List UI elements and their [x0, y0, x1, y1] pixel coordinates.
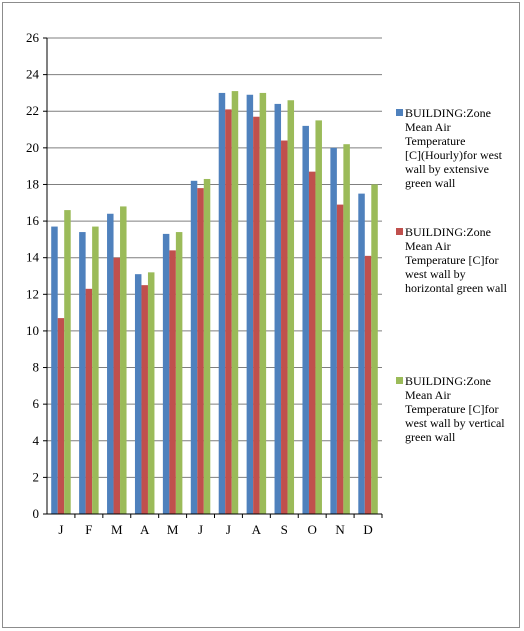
bar-series-1: [302, 125, 309, 514]
x-tick-label: A: [140, 522, 150, 537]
y-tick-label: 2: [33, 469, 40, 484]
bar-series-3: [175, 232, 183, 515]
bar-series-2: [308, 171, 316, 514]
bar-series-3: [203, 178, 211, 514]
legend-swatch: [396, 377, 403, 384]
legend-label-line: [C](Hourly)for west: [405, 148, 503, 162]
bar-series-2: [141, 285, 148, 514]
y-tick-label: 20: [26, 140, 39, 155]
bar-series-3: [231, 91, 239, 514]
bar-series-1: [274, 103, 282, 515]
legend-label-line: west wall by: [405, 267, 466, 281]
y-tick-label: 0: [33, 506, 40, 521]
bar-series-2: [57, 318, 65, 514]
x-tick-label: J: [58, 522, 63, 537]
x-tick-label: M: [167, 522, 179, 537]
bar-series-3: [120, 206, 127, 514]
legend-label-line: west wall by vertical: [405, 416, 505, 430]
bar-series-3: [259, 92, 267, 514]
legend-label-line: BUILDING:Zone: [405, 374, 491, 388]
x-tick-label: J: [226, 522, 231, 537]
x-tick-label: F: [85, 522, 92, 537]
bar-series-3: [315, 120, 322, 514]
x-tick-label: A: [252, 522, 262, 537]
y-tick-label: 26: [26, 30, 40, 45]
y-tick-label: 22: [26, 103, 39, 118]
y-tick-label: 18: [26, 176, 39, 191]
bar-series-3: [371, 184, 378, 514]
y-tick-label: 10: [26, 323, 39, 338]
x-tick-label: J: [198, 522, 203, 537]
bar-series-2: [169, 250, 176, 514]
legend-label-line: Mean Air: [405, 388, 451, 402]
bar-series-2: [225, 109, 232, 515]
bar-series-1: [218, 92, 226, 514]
bar-series-2: [197, 188, 204, 514]
x-tick-label: N: [335, 522, 345, 537]
y-tick-label: 12: [26, 286, 39, 301]
x-tick-label: O: [308, 522, 317, 537]
legend-label-line: BUILDING:Zone: [405, 225, 491, 239]
legend-label-line: Temperature: [405, 134, 465, 148]
legend-label-line: Mean Air: [405, 239, 451, 253]
legend-label-line: horizontal green wall: [405, 281, 508, 295]
bar-series-3: [147, 272, 155, 514]
bar-series-1: [358, 193, 365, 514]
bar-series-1: [246, 94, 254, 514]
bar-series-3: [287, 100, 295, 514]
legend-label-line: BUILDING:Zone: [405, 106, 491, 120]
y-tick-label: 6: [33, 396, 40, 411]
bar-series-2: [253, 116, 260, 514]
legend-label-line: Temperature [C]for: [405, 402, 498, 416]
bar-series-2: [336, 204, 344, 514]
bar-series-2: [281, 140, 288, 514]
bar-series-2: [364, 255, 372, 514]
legend-label-line: wall by extensive: [405, 162, 489, 176]
y-tick-label: 24: [26, 67, 40, 82]
legend-swatch: [396, 228, 403, 235]
bar-series-3: [343, 144, 350, 514]
bar-series-3: [64, 210, 71, 515]
gridlines: [47, 37, 382, 478]
y-tick-label: 8: [33, 360, 40, 375]
x-tick-label: M: [111, 522, 123, 537]
legend-label-line: Mean Air: [405, 120, 451, 134]
bar-series-1: [134, 274, 142, 514]
x-tick-label: D: [363, 522, 372, 537]
legend-label-line: Temperature [C]for: [405, 253, 498, 267]
bar-series-1: [162, 233, 170, 514]
bar-series-2: [85, 288, 93, 514]
y-tick-label: 4: [33, 433, 40, 448]
x-tick-label: S: [281, 522, 288, 537]
legend-swatch: [396, 109, 403, 116]
bars: [51, 91, 378, 515]
legend-label-line: green wall: [405, 430, 456, 444]
bar-series-1: [51, 226, 58, 515]
bar-series-1: [190, 180, 198, 515]
bar-series-1: [330, 147, 337, 514]
y-tick-label: 16: [26, 213, 40, 228]
legend-label-line: green wall: [405, 176, 456, 190]
bar-series-1: [107, 213, 114, 514]
y-tick-label: 14: [26, 250, 40, 265]
bar-series-2: [113, 257, 121, 514]
bar-series-1: [79, 232, 86, 515]
bar-series-3: [92, 226, 99, 515]
